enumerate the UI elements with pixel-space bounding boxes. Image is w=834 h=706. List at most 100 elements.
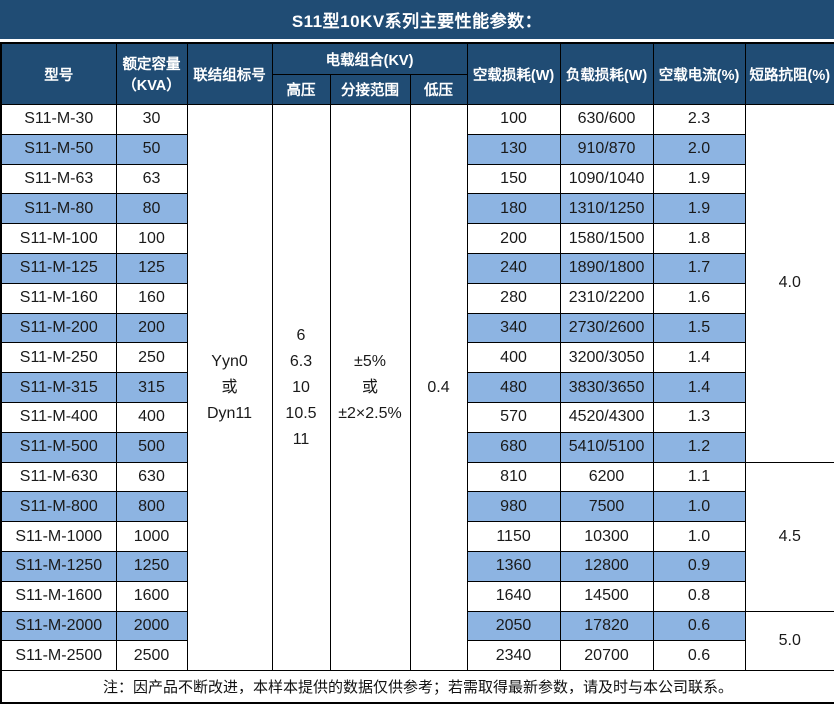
no-load-loss-cell: 810 [466,461,561,493]
no-load-loss-cell: 2340 [466,640,561,672]
table-row: S11-M-63 63 150 1090/1040 1.9 [0,163,834,195]
capacity-cell: 400 [115,401,188,433]
model-cell: S11-M-2000 [0,610,117,642]
high-voltage-values-cell: 6 6.3 10 10.5 11 [271,103,331,672]
model-cell: S11-M-1600 [0,580,117,612]
no-load-loss-cell: 1150 [466,521,561,552]
model-cell: S11-M-800 [0,491,117,523]
table-row: S11-M-50 50 130 910/870 2.0 [0,133,834,165]
col-header-impedance: 短路抗阻(%) [744,42,834,105]
load-loss-cell: 1090/1040 [559,163,654,195]
no-load-loss-cell: 400 [466,342,561,374]
table-row: S11-M-500 500 680 5410/5100 1.2 [0,431,834,463]
model-cell: S11-M-250 [0,342,117,374]
capacity-cell: 1250 [115,550,188,582]
model-cell: S11-M-500 [0,431,117,463]
impedance-value-cell: 4.0 [744,104,834,463]
model-cell: S11-M-50 [0,133,117,165]
col-header-no-load-current: 空载电流(%) [652,42,746,105]
no-load-loss-cell: 680 [466,431,561,463]
no-load-current-cell: 1.0 [652,491,746,523]
load-loss-cell: 6200 [559,461,654,493]
table-row: S11-M-2000 2000 2050 17820 0.6 5.0 [0,610,834,672]
no-load-loss-cell: 480 [466,372,561,403]
no-load-current-cell: 1.4 [652,342,746,374]
model-cell: S11-M-315 [0,372,117,403]
no-load-current-cell: 1.5 [652,312,746,344]
load-loss-cell: 3200/3050 [559,342,654,374]
table-row: S11-M-160 160 280 2310/2200 1.6 [0,282,834,314]
impedance-value-cell: 5.0 [744,610,834,672]
low-voltage-value-cell: 0.4 [409,103,468,672]
no-load-loss-cell: 150 [466,163,561,195]
model-cell: S11-M-160 [0,282,117,314]
table-body: S11-M-30 30 Yyn0 或 Dyn11 6 6.3 10 10.5 11 ±5… [0,103,834,672]
no-load-current-cell: 1.8 [652,223,746,254]
no-load-current-cell: 1.1 [652,461,746,493]
col-header-model: 型号 [0,42,117,105]
table-row: S11-M-125 125 240 1890/1800 1.7 [0,252,834,284]
capacity-cell: 250 [115,342,188,374]
load-loss-cell: 5410/5100 [559,431,654,463]
model-cell: S11-M-80 [0,193,117,225]
col-header-voltage-combination: 电载组合(KV) [271,42,468,75]
load-loss-cell: 3830/3650 [559,372,654,403]
no-load-current-cell: 1.4 [652,372,746,403]
capacity-cell: 100 [115,223,188,254]
no-load-current-cell: 0.6 [652,610,746,642]
no-load-loss-cell: 980 [466,491,561,523]
connection-group-cell: Yyn0 或 Dyn11 [186,103,273,672]
capacity-cell: 630 [115,461,188,493]
table-row: S11-M-315 315 480 3830/3650 1.4 [0,372,834,403]
table-header: 型号 额定容量 （KVA） 联结组标号 电载组合(KV) 空载损耗(W) 负载损… [0,42,834,105]
no-load-current-cell: 1.0 [652,521,746,552]
table-row: S11-M-2500 2500 2340 20700 0.6 [0,640,834,672]
no-load-loss-cell: 130 [466,133,561,165]
no-load-loss-cell: 570 [466,401,561,433]
no-load-loss-cell: 180 [466,193,561,225]
no-load-current-cell: 1.6 [652,282,746,314]
capacity-cell: 500 [115,431,188,463]
no-load-current-cell: 0.6 [652,640,746,672]
no-load-current-cell: 2.0 [652,133,746,165]
capacity-cell: 80 [115,193,188,225]
no-load-loss-cell: 1640 [466,580,561,612]
no-load-current-cell: 1.2 [652,431,746,463]
model-cell: S11-M-630 [0,461,117,493]
capacity-cell: 63 [115,163,188,195]
no-load-current-cell: 1.9 [652,193,746,225]
capacity-cell: 30 [115,104,188,135]
no-load-loss-cell: 2050 [466,610,561,642]
no-load-current-cell: 2.3 [652,104,746,135]
col-header-high-voltage: 高压 [271,74,331,105]
capacity-cell: 1000 [115,521,188,552]
col-header-low-voltage: 低压 [409,74,468,105]
header-row-1: 型号 额定容量 （KVA） 联结组标号 电载组合(KV) 空载损耗(W) 负载损… [0,42,834,105]
model-cell: S11-M-400 [0,401,117,433]
capacity-cell: 2000 [115,610,188,642]
no-load-loss-cell: 100 [466,104,561,135]
no-load-loss-cell: 1360 [466,550,561,582]
capacity-cell: 1600 [115,580,188,612]
no-load-current-cell: 1.9 [652,163,746,195]
page-title: S11型10KV系列主要性能参数： [0,0,834,39]
load-loss-cell: 20700 [559,640,654,672]
table-row: S11-M-80 80 180 1310/1250 1.9 [0,193,834,225]
load-loss-cell: 2310/2200 [559,282,654,314]
model-cell: S11-M-30 [0,104,117,135]
model-cell: S11-M-1000 [0,521,117,552]
table-footer: 注：因产品不断改进，本样本提供的数据仅供参考；若需取得最新参数，请及时与本公司联… [0,670,834,704]
table-row: S11-M-30 30 Yyn0 或 Dyn11 6 6.3 10 10.5 11 ±5… [0,103,834,672]
col-header-connection-group: 联结组标号 [186,42,273,105]
capacity-cell: 315 [115,372,188,403]
impedance-value-cell: 4.5 [744,461,834,612]
no-load-loss-cell: 340 [466,312,561,344]
no-load-current-cell: 1.7 [652,252,746,284]
capacity-cell: 125 [115,252,188,284]
model-cell: S11-M-125 [0,252,117,284]
load-loss-cell: 630/600 [559,104,654,135]
note-text: 注：因产品不断改进，本样本提供的数据仅供参考；若需取得最新参数，请及时与本公司联… [0,670,834,704]
no-load-current-cell: 0.9 [652,550,746,582]
model-cell: S11-M-100 [0,223,117,254]
